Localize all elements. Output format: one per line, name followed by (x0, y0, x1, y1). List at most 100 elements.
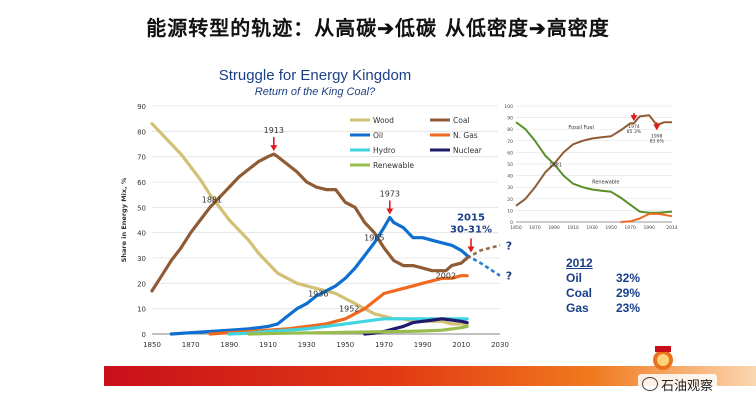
inset-y-tick: 50 (507, 162, 513, 168)
footer-band (104, 366, 756, 386)
projection-question-mark: ? (506, 270, 512, 283)
y-tick-label: 80 (137, 128, 146, 136)
inset-y-tick: 20 (507, 197, 513, 203)
x-tick-label: 1990 (414, 341, 432, 349)
inset-y-tick: 10 (507, 208, 513, 214)
series-line-coal (150, 152, 469, 293)
y-axis-label: Share in Energy Mix, % (120, 177, 128, 262)
inset-y-tick: 70 (507, 139, 513, 145)
annotation-label: 1936 (308, 289, 328, 298)
y-tick-label: 10 (137, 306, 146, 314)
legend-label-nuclear: Nuclear (453, 146, 483, 155)
inset-line-wood (515, 121, 673, 214)
x-tick-label: 1950 (336, 341, 354, 349)
inset-x-tick: 1970 (624, 225, 636, 231)
x-tick-label: 1970 (375, 341, 393, 349)
inset-x-tick: 1910 (567, 225, 579, 231)
stats-row: Gas 23% (566, 301, 640, 316)
projection-line-coal (466, 244, 501, 260)
stats-value: 29% (615, 286, 640, 300)
stats-label: Coal (566, 286, 593, 300)
stats-label: Oil (566, 271, 583, 285)
y-tick-label: 50 (137, 204, 146, 212)
inset-line-coal (515, 114, 672, 207)
inset-chart: 0 10 20 30 40 50 60 70 80 90 100 1850 1870 1890 1910 19… (498, 96, 680, 238)
stats-value: 32% (615, 271, 640, 285)
y-tick-label: 70 (137, 154, 146, 162)
y-tick-label: 20 (137, 280, 146, 288)
x-tick-label: 1910 (259, 341, 277, 349)
annotation-label: 2015 (457, 212, 485, 223)
projection-question-mark: ? (506, 239, 512, 252)
inset-annotation: 1998 (651, 133, 663, 139)
series-line-renewable (247, 324, 469, 336)
legend-label-renewable: Renewable (373, 161, 414, 170)
inset-x-tick: 2014 (666, 225, 678, 231)
inset-x-tick: 1930 (586, 225, 598, 231)
x-tick-label: 1890 (220, 341, 238, 349)
series-line-oil (169, 215, 469, 336)
legend-label-ngas: N. Gas (453, 131, 478, 140)
annotation-arrowhead (467, 246, 475, 253)
x-tick-label: 2030 (491, 341, 509, 349)
legend-label-oil: Oil (373, 131, 383, 140)
annotation-label: 1913 (264, 126, 284, 135)
inset-x-tick: 1950 (605, 225, 617, 231)
inset-x-tick: 1870 (529, 225, 541, 231)
inset-y-tick: 80 (507, 127, 513, 133)
legend-label-coal: Coal (453, 116, 470, 125)
inset-y-tick: 60 (507, 150, 513, 156)
inset-background (498, 96, 680, 238)
wechat-icon (642, 377, 658, 391)
projection-line-oil (466, 254, 501, 277)
annotation-arrowhead (630, 115, 638, 122)
stats-label: Gas (566, 301, 589, 315)
annotation-arrowhead (653, 124, 661, 131)
inset-y-tick: 100 (504, 104, 513, 110)
y-tick-label: 0 (142, 331, 146, 339)
inset-y-tick: 30 (507, 185, 513, 191)
y-tick-label: 30 (137, 255, 146, 263)
watermark-text: 石油观察 (661, 379, 714, 394)
chart-subtitle: Return of the King Coal? (255, 86, 376, 98)
legend: Wood Oil Hydro Renewable Coal N. Gas Nuclear (350, 116, 483, 170)
x-tick-label: 2010 (452, 341, 470, 349)
watermark: 石油观察 (638, 374, 718, 395)
annotation-arrowhead (386, 208, 394, 215)
inset-y-tick: 90 (507, 116, 513, 122)
y-tick-label: 60 (137, 179, 146, 187)
slide-title: 能源转型的轨迹：从高碳➔低碳 从低密度➔高密度 (146, 16, 610, 40)
legend-label-wood: Wood (373, 116, 394, 125)
chart-title: Struggle for Energy Kingdom (219, 67, 412, 84)
legend-label-hydro: Hydro (373, 146, 396, 155)
stats-box: 2012 Oil 32% Coal 29% Gas 23% (566, 256, 640, 316)
main-chart: Struggle for Energy Kingdom Return of the… (100, 60, 530, 356)
inset-line-ngas (620, 212, 673, 223)
series-lines (150, 122, 501, 336)
x-tick-label: 1930 (298, 341, 316, 349)
inset-annotation: 85.3% (627, 129, 642, 135)
annotation-label: 1965 (364, 234, 384, 243)
inset-label: Renewable (592, 180, 619, 186)
stats-row: Coal 29% (566, 286, 640, 301)
inset-annotation: 1974 (628, 124, 640, 130)
annotation-label: 1973 (380, 189, 400, 198)
y-tick-label: 90 (137, 103, 146, 111)
annotation-label: 1952 (339, 305, 359, 314)
inset-label: 1881 (549, 162, 562, 168)
annotation-label: 30-31% (450, 224, 492, 235)
stats-year: 2012 (566, 256, 593, 270)
inset-annotation: 83.6% (650, 138, 665, 144)
stats-row: Oil 32% (566, 271, 640, 286)
inset-y-tick: 0 (510, 220, 513, 226)
annotation-label: 2002 (436, 272, 456, 281)
inset-x-tick: 1890 (548, 225, 560, 231)
y-tick-label: 40 (137, 230, 146, 238)
chart-background (100, 60, 530, 356)
inset-x-tick: 1850 (510, 225, 522, 231)
inset-label: Fossil Fuel (568, 125, 594, 131)
stats-value: 23% (615, 301, 640, 315)
annotation-arrowhead (270, 145, 278, 152)
x-tick-label: 1850 (143, 341, 161, 349)
